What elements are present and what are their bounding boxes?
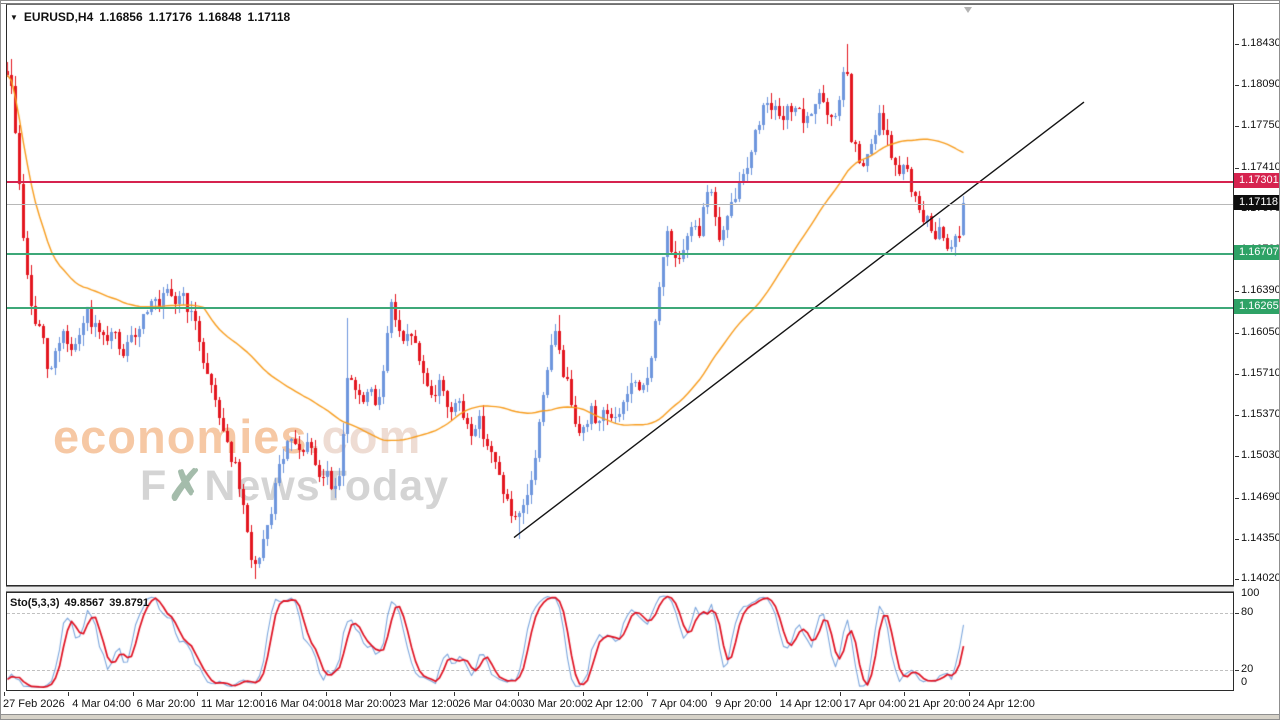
bar-high-value: 1.17176 — [148, 10, 193, 24]
price-axis-tick: 1.16390 — [1235, 284, 1280, 297]
symbol-timeframe: EURUSD,H4 — [23, 10, 94, 24]
sto-scale-label: 0 — [1241, 676, 1248, 688]
price-axis[interactable]: 1.184301.180901.177501.174101.170701.167… — [1234, 1, 1280, 715]
sto-scale-label: 100 — [1241, 587, 1260, 599]
ascending-trendline[interactable] — [513, 101, 1085, 539]
price-axis-tick: 1.14690 — [1235, 490, 1280, 503]
price-axis-tick: 1.15710 — [1235, 366, 1280, 379]
bar-close-value: 1.17118 — [247, 10, 291, 24]
support-line-2-badge: 1.16265 — [1234, 298, 1279, 314]
chart-shift-marker-icon[interactable] — [964, 7, 972, 13]
bar-open-value: 1.16856 — [99, 10, 143, 24]
indicator-main-value: 49.8567 — [64, 597, 105, 609]
bar-low-value: 1.16848 — [198, 10, 242, 24]
bid-price-line-badge: 1.17118 — [1234, 195, 1279, 211]
price-axis-tick: 1.17410 — [1235, 160, 1280, 173]
indicator-label: Sto(5,3,3) 49.8567 39.8791 — [10, 597, 154, 609]
symbol-dropdown-icon[interactable]: ▼ — [10, 13, 18, 22]
price-axis-tick: 1.15030 — [1235, 449, 1280, 462]
price-axis-tick: 1.18090 — [1235, 78, 1280, 91]
price-axis-tick: 1.18430 — [1235, 37, 1280, 49]
price-axis-tick: 1.16050 — [1235, 325, 1280, 338]
price-axis-tick: 1.14350 — [1235, 531, 1280, 544]
bid-price-line[interactable] — [7, 204, 1233, 206]
sto-scale-label: 20 — [1234, 663, 1254, 675]
resistance-line-badge: 1.17301 — [1234, 172, 1279, 188]
indicator-name: Sto(5,3,3) — [10, 597, 60, 609]
sto-scale-label: 80 — [1234, 606, 1254, 618]
trendline-layer — [513, 101, 1085, 539]
resistance-line[interactable] — [7, 180, 1233, 183]
indicator-signal-value: 39.8791 — [109, 597, 150, 609]
support-line-1-badge: 1.16707 — [1234, 245, 1279, 261]
price-axis-tick: 1.15370 — [1235, 408, 1280, 421]
price-axis-tick: 1.14020 — [1235, 572, 1280, 584]
chart-title: ▼ EURUSD,H4 1.16856 1.17176 1.16848 1.17118 — [10, 10, 296, 24]
price-axis-tick: 1.17750 — [1235, 119, 1280, 132]
support-line-1[interactable] — [7, 253, 1233, 256]
support-line-2[interactable] — [7, 306, 1233, 309]
